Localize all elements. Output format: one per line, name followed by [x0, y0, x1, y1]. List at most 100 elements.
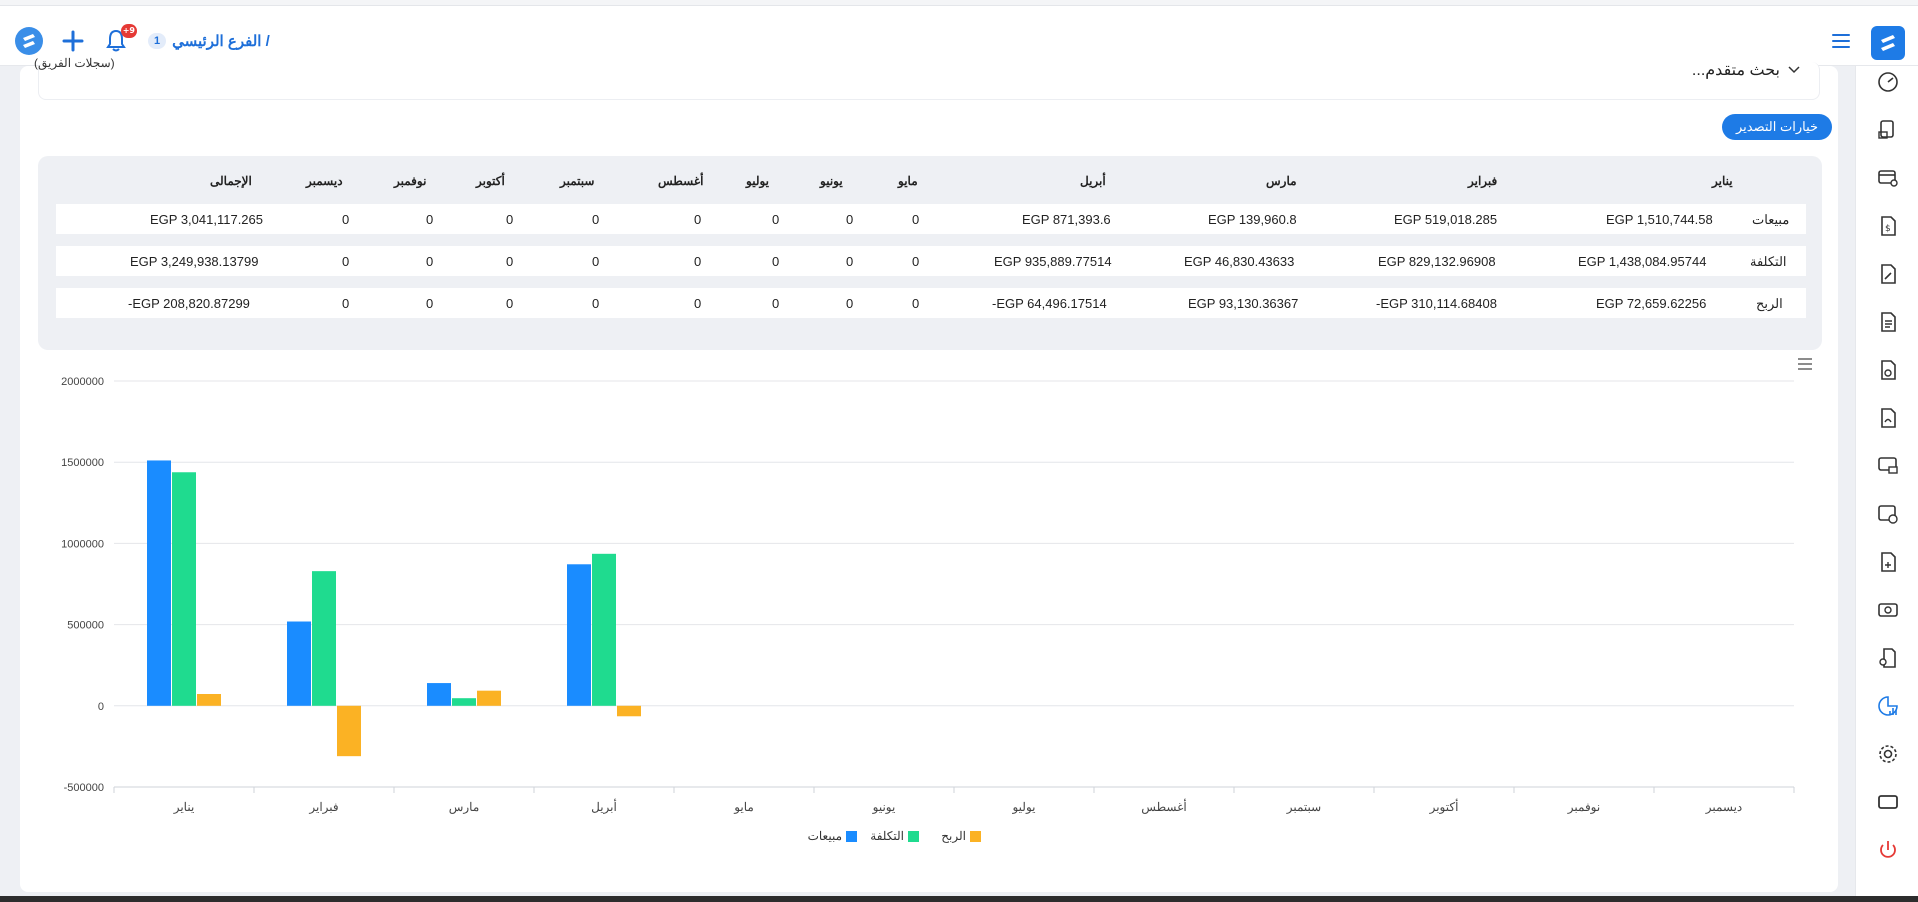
- cash-icon[interactable]: [1876, 598, 1900, 622]
- table-cell: EGP 935,889.77514: [994, 254, 1112, 269]
- branch-label: الفرع الرئيسي /: [172, 33, 270, 50]
- table-header: نوفمبر: [394, 174, 427, 188]
- document-edit-icon[interactable]: [1876, 262, 1900, 286]
- branch-count: 1: [148, 33, 167, 49]
- x-tick-label: يونيو: [872, 800, 896, 814]
- legend-label: مبيعات: [808, 829, 842, 843]
- speedometer-icon[interactable]: [1876, 70, 1900, 94]
- legend-swatch: [970, 831, 981, 842]
- window-icon[interactable]: [1876, 790, 1900, 814]
- x-tick-label: نوفمبر: [1567, 800, 1600, 814]
- table-cell: 0: [506, 254, 514, 269]
- y-tick-label: 0: [98, 701, 104, 713]
- bar: [427, 683, 451, 706]
- table-cell: 0: [426, 212, 434, 227]
- table-cell: EGP 139,960.8: [1208, 212, 1297, 227]
- document-list-icon[interactable]: [1876, 310, 1900, 334]
- bar: [172, 472, 196, 706]
- row-label: مبيعات: [1752, 212, 1790, 227]
- document-tag-icon[interactable]: [1876, 358, 1900, 382]
- settings-icon[interactable]: [1876, 742, 1900, 766]
- os-taskbar: [0, 896, 1918, 902]
- table-cell: 0: [912, 212, 920, 227]
- table-cell: 0: [592, 296, 600, 311]
- x-tick-label: سبتمبر: [1286, 800, 1321, 814]
- export-options-button[interactable]: خيارات التصدير: [1722, 114, 1833, 140]
- power-icon[interactable]: [1876, 838, 1900, 862]
- x-tick-label: يوليو: [1011, 800, 1035, 814]
- table-row: التكلفة EGP 1,438,084.95744 EGP 829,132.…: [56, 246, 1806, 276]
- bar: [147, 460, 171, 706]
- x-tick-label: أغسطس: [1141, 799, 1186, 814]
- table-row: مبيعات EGP 1,510,744.58 EGP 519,018.285 …: [56, 204, 1806, 234]
- table-cell: 0: [912, 296, 920, 311]
- row-label: الربح: [1756, 296, 1783, 311]
- menu-icon[interactable]: [1830, 32, 1852, 50]
- svg-text:$: $: [1885, 224, 1891, 234]
- bar: [452, 698, 476, 706]
- table-cell: 0: [772, 212, 780, 227]
- table-cell: 0: [426, 296, 434, 311]
- app-logo-icon[interactable]: [14, 26, 44, 56]
- browser-top-strip: [0, 0, 1918, 6]
- table-cell: 0: [846, 254, 854, 269]
- document-add-icon[interactable]: [1876, 550, 1900, 574]
- bar: [592, 553, 616, 706]
- table-cell: 0: [846, 296, 854, 311]
- table-cell: EGP 3,041,117.265: [150, 212, 264, 227]
- y-tick-label: 1000000: [61, 538, 104, 550]
- screen-payment-icon[interactable]: [1876, 454, 1900, 478]
- table-header: أبريل: [1080, 174, 1106, 188]
- chevron-down-icon: [1788, 61, 1800, 79]
- document-sign-icon[interactable]: [1876, 406, 1900, 430]
- table-cell: 0: [506, 212, 514, 227]
- bar: [337, 705, 361, 757]
- x-tick-label: مارس: [449, 800, 480, 814]
- table-cell: EGP 871,393.6: [1022, 212, 1111, 227]
- table-cell: EGP 829,132.96908: [1378, 254, 1496, 269]
- reports-chart-icon[interactable]: [1876, 694, 1900, 718]
- y-tick-label: -500000: [64, 782, 104, 794]
- notification-badge: +9: [120, 24, 137, 38]
- table-header: يوليو: [746, 174, 770, 188]
- table-header: أكتوبر: [476, 174, 505, 188]
- table-header: فبراير: [1468, 174, 1498, 188]
- credit-card-icon[interactable]: [1876, 166, 1900, 190]
- table-cell: 0: [592, 254, 600, 269]
- table-cell: EGP 93,130.36367: [1188, 296, 1299, 311]
- advanced-search-label: بحث متقدم...: [1691, 62, 1780, 79]
- brand-logo-icon[interactable]: [1871, 26, 1905, 60]
- table-header: الإجمالى: [210, 174, 252, 188]
- chart-menu-icon[interactable]: [1796, 356, 1814, 370]
- invoice-truck-icon[interactable]: [1876, 118, 1900, 142]
- table-cell: -EGP 208,820.87299: [128, 296, 250, 311]
- table-header: أغسطس: [658, 174, 704, 188]
- table-cell: 0: [694, 212, 702, 227]
- table-cell: 0: [506, 296, 514, 311]
- table-cell: 0: [912, 254, 920, 269]
- table-header: مارس: [1266, 174, 1297, 188]
- x-tick-label: مايو: [733, 800, 754, 814]
- table-cell: 0: [846, 212, 854, 227]
- document-dollar-icon[interactable]: $: [1876, 214, 1900, 238]
- table-cell: 0: [772, 296, 780, 311]
- advanced-search-toggle[interactable]: بحث متقدم...: [1692, 60, 1800, 80]
- legend-label: التكلفة: [870, 829, 904, 843]
- top-bar: +9 1 الفرع الرئيسي /: [0, 6, 1918, 66]
- table-cell: -EGP 64,496.17514: [992, 296, 1107, 311]
- monthly-bar-chart: 2000000 1500000 1000000 500000 0 -500000 يناير…: [61, 376, 1795, 843]
- table-cell: EGP 72,659.62256: [1596, 296, 1707, 311]
- table-cell: 0: [342, 212, 350, 227]
- bar: [617, 705, 641, 717]
- x-tick-label: أكتوبر: [1429, 799, 1459, 814]
- branch-breadcrumb[interactable]: 1 الفرع الرئيسي /: [148, 30, 270, 52]
- row-label: التكلفة: [1750, 254, 1787, 269]
- y-tick-label: 500000: [67, 620, 104, 632]
- right-sidebar: $: [1855, 66, 1918, 902]
- team-records-label: (سجلات الفريق): [34, 56, 115, 70]
- add-icon[interactable]: [60, 28, 86, 54]
- legend-label: الربح: [941, 829, 966, 843]
- bell-icon[interactable]: +9: [105, 24, 137, 54]
- user-document-icon[interactable]: [1876, 646, 1900, 670]
- image-settings-icon[interactable]: [1876, 502, 1900, 526]
